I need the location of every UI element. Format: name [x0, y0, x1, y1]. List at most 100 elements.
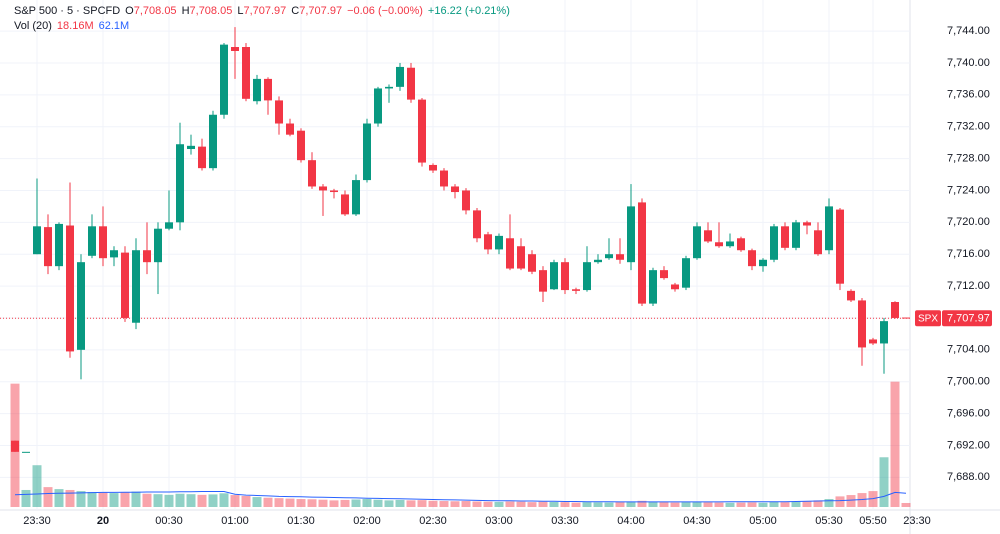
symbol-row: S&P 500 · 5 · SPCFD O7,708.05 H 7,708.05 L7…	[14, 4, 510, 19]
x-tick-label: 03:30	[551, 515, 579, 527]
ohlc-value: 7,707.97	[243, 5, 287, 17]
y-tick-label: 7,744.00	[947, 25, 990, 37]
volume-bar	[692, 501, 702, 507]
change: −0.06 (−0.00%)	[347, 5, 423, 17]
volume-bar	[164, 494, 174, 507]
candle-body	[627, 206, 636, 263]
volume-bar	[329, 500, 339, 507]
x-tick-label: 02:30	[419, 515, 447, 527]
candle-body	[153, 228, 162, 263]
y-tick-label: 7,704.00	[947, 344, 990, 356]
volume-bar	[21, 489, 31, 507]
candle-body	[65, 225, 74, 352]
volume-bar	[318, 499, 328, 507]
ohlc-item: O7,708.05	[125, 4, 176, 19]
candle-body	[880, 321, 889, 344]
volume-bar	[725, 502, 735, 507]
vol-value: 18.16M	[56, 20, 94, 32]
candle-body	[858, 300, 867, 348]
candle-body	[43, 227, 52, 267]
candle-body	[583, 262, 592, 291]
x-tick-label: 05:50	[859, 515, 887, 527]
x-tick-label: 04:30	[683, 515, 711, 527]
candle-body	[671, 284, 680, 290]
volume-bar	[747, 502, 757, 507]
vol-ma: 62.1M	[98, 20, 130, 32]
candle-body	[307, 160, 316, 187]
candle-body	[230, 47, 239, 51]
volume-bar	[87, 491, 97, 507]
candle-body	[495, 235, 504, 250]
ohlc-key: H	[181, 5, 190, 17]
vol-label[interactable]: Vol (20)	[14, 20, 52, 32]
candle-body	[462, 190, 470, 211]
x-tick-label: 23:30	[23, 515, 51, 527]
candle-body	[406, 67, 415, 100]
x-tick-label: 02:00	[353, 515, 381, 527]
volume-bar	[230, 495, 240, 507]
volume-bar	[197, 494, 207, 507]
candle-body	[528, 254, 537, 272]
volume-bar	[384, 500, 394, 507]
volume-bar	[824, 499, 834, 507]
candle-body	[109, 250, 118, 258]
candle-body	[395, 66, 404, 87]
volume-bar	[483, 501, 493, 507]
volume-bar	[131, 491, 141, 507]
candle-body	[770, 226, 779, 260]
candle-body	[186, 145, 195, 150]
volume-bar	[802, 501, 812, 507]
candle-body	[263, 78, 272, 101]
volume-bar	[560, 502, 570, 507]
candle-body	[241, 47, 250, 99]
y-tick-label: 7,720.00	[947, 216, 990, 228]
volume-bar	[527, 502, 537, 507]
ohlc-key: O	[125, 5, 134, 17]
volume	[10, 381, 911, 507]
candle-body	[252, 78, 261, 102]
candle-body	[164, 222, 173, 229]
volume-bar	[571, 502, 581, 507]
ohlc-value: 7,708.05	[133, 5, 177, 17]
change-ext: +16.22 (+0.21%)	[427, 5, 510, 17]
volume-bar	[76, 491, 86, 507]
volume-bar	[703, 502, 713, 507]
volume-bar	[252, 497, 262, 507]
x-tick-label: 05:30	[815, 515, 843, 527]
y-tick-label: 7,712.00	[947, 280, 990, 292]
volume-row: Vol (20) 18.16M 62.1M	[14, 19, 510, 34]
volume-bar	[219, 493, 229, 507]
symbol[interactable]: S&P 500 · 5 · SPCFD	[14, 5, 121, 17]
volume-bar	[714, 502, 724, 507]
ohlc-key: L	[237, 5, 244, 17]
volume-bar	[241, 495, 251, 507]
candle-body	[803, 222, 812, 226]
candle-body	[561, 262, 570, 291]
volume-bar	[549, 501, 559, 507]
ohlc-item: L7,707.97	[237, 4, 286, 19]
candle-body	[142, 250, 151, 263]
volume-bar	[472, 501, 482, 507]
ohlc-item: C7,707.97	[291, 4, 342, 19]
volume-bar	[857, 493, 867, 507]
candle-body	[131, 250, 140, 323]
volume-bar	[153, 494, 163, 507]
volume-bar	[494, 501, 504, 507]
candle-body	[704, 230, 713, 242]
x-tick-label: 00:30	[155, 515, 183, 527]
volume-bar	[736, 502, 746, 507]
volume-bar	[582, 502, 592, 507]
candle-body	[748, 250, 757, 267]
volume-bar	[175, 493, 185, 507]
candle-body	[726, 241, 735, 247]
legend: S&P 500 · 5 · SPCFD O7,708.05 H 7,708.05 L7…	[14, 4, 510, 34]
candle-body	[638, 202, 647, 304]
candle-body	[197, 146, 206, 169]
candle-body	[318, 186, 327, 191]
candle-body	[54, 223, 63, 267]
candle-body	[329, 190, 338, 193]
volume-bar	[670, 502, 680, 507]
candle-body	[715, 242, 724, 247]
volume-bar	[626, 501, 636, 507]
volume-bar	[142, 493, 152, 507]
